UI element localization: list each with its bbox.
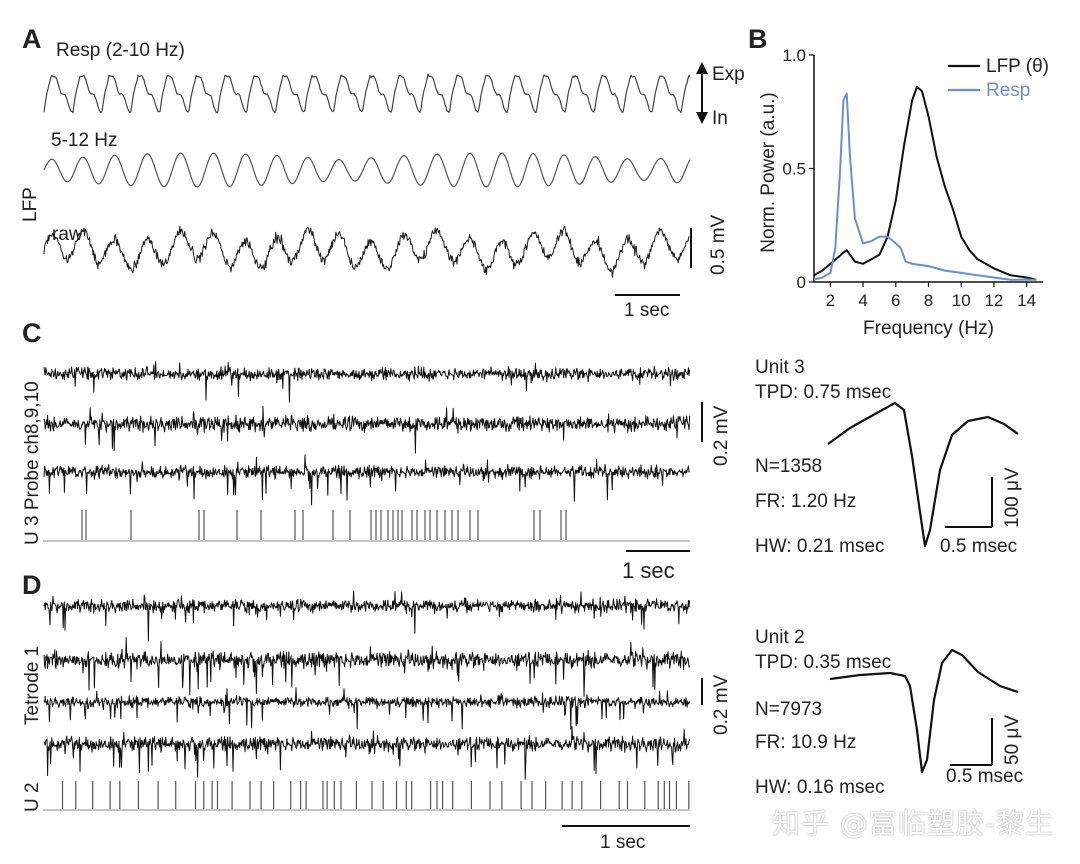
legend-label: Resp: [986, 80, 1030, 101]
unit-title: Unit 3: [755, 357, 805, 378]
unit-2-spike-raster: [61, 781, 690, 809]
exp-label: Exp: [712, 64, 745, 85]
firing-rate: FR: 10.9 Hz: [755, 732, 856, 753]
arrow-up-icon: [696, 62, 708, 74]
in-label: In: [712, 108, 728, 129]
unit-title: Unit 2: [755, 627, 805, 648]
tetrode-channel-trace: [43, 637, 691, 697]
unit-row-label: U 2: [22, 782, 43, 812]
tpd-value: TPD: 0.75 msec: [755, 382, 891, 403]
x-tick-label: 6: [891, 291, 900, 310]
panel-a: A Resp (2-10 Hz) Exp In 5-12 Hz LFP raw …: [20, 24, 745, 321]
x-tick-label: 4: [858, 291, 867, 310]
time-scale-label: 1 sec: [624, 300, 669, 321]
voltage-scale-label: 0.2 mV: [711, 405, 732, 466]
unit-2-waveform: [829, 648, 1019, 774]
voltage-scale-label: 0.2 mV: [711, 674, 732, 735]
tpd-value: TPD: 0.35 msec: [755, 652, 891, 673]
panel-b: B 2 4 6 8 10 12 14 0 0.5 1.0 Frequency (Hz) Norm. P…: [748, 24, 1049, 339]
lfp-spectrum-line: [813, 85, 1037, 281]
half-width: HW: 0.21 msec: [755, 536, 885, 557]
waveform-voltage-label: 100 μV: [1002, 467, 1023, 528]
half-width: HW: 0.16 msec: [755, 777, 885, 798]
lfp-label: LFP: [20, 187, 41, 222]
tetrode-label: Tetrode 1: [22, 646, 43, 725]
waveform-voltage-label: 50 μV: [1002, 715, 1023, 765]
firing-rate: FR: 1.20 Hz: [755, 491, 856, 512]
x-tick-label: 2: [826, 291, 835, 310]
probe-channel-trace: [43, 361, 691, 403]
resp-trace-label: Resp (2-10 Hz): [56, 40, 185, 61]
x-tick-label: 12: [984, 291, 1003, 310]
spike-count: N=7973: [755, 699, 822, 720]
panel-b-letter: B: [748, 24, 768, 54]
unit-3-waveform: [827, 401, 1019, 548]
probe-channel-trace: [43, 454, 690, 506]
x-tick-label: 10: [952, 291, 971, 310]
power-spectrum-chart: 2 4 6 8 10 12 14 0 0.5 1.0 Frequency (Hz) Norm. Pow…: [758, 46, 1049, 339]
filtered-lfp-label: 5-12 Hz: [51, 130, 118, 151]
time-scale-label: 1 sec: [600, 832, 645, 853]
lfp-raw-trace: [43, 225, 690, 278]
panel-d: D Tetrode 1 U 2 0.2 mV 1 sec Unit 2 TPD:…: [22, 570, 1023, 853]
unit-3-spike-raster: [81, 510, 567, 540]
lfp-filtered-trace: [43, 152, 691, 188]
panel-a-letter: A: [22, 24, 42, 54]
panel-d-letter: D: [22, 570, 42, 600]
x-tick-label: 14: [1017, 291, 1036, 310]
y-tick-label: 0: [797, 273, 806, 292]
x-tick-label: 8: [924, 291, 933, 310]
raw-lfp-label: raw: [52, 224, 83, 245]
tetrode-channel-trace: [43, 590, 691, 642]
y-axis-label: Norm. Power (a.u.): [758, 92, 779, 252]
probe-channel-trace: [43, 406, 691, 454]
exp-in-arrow: [696, 62, 708, 124]
arrow-down-icon: [696, 112, 708, 124]
probe-channel-label: U 3 Probe ch8,9,10: [22, 381, 43, 545]
panel-c: C U 3 Probe ch8,9,10 0.2 mV 1 sec Unit 3…: [22, 318, 1023, 583]
spike-count: N=1358: [755, 456, 822, 477]
tetrode-channel-trace: [43, 687, 691, 730]
waveform-time-label: 0.5 msec: [946, 766, 1023, 787]
watermark: 知乎 @富临塑胶-黎生: [771, 807, 1054, 840]
tetrode-channel-trace: [43, 726, 691, 780]
time-scale-label: 1 sec: [622, 558, 675, 583]
waveform-time-label: 0.5 msec: [940, 536, 1017, 557]
resp-spectrum-line: [813, 92, 1037, 281]
legend-label: LFP (θ): [986, 56, 1049, 77]
panel-c-letter: C: [22, 318, 42, 348]
y-tick-label: 0.5: [782, 160, 806, 179]
respiration-trace: [43, 73, 691, 114]
x-axis-label: Frequency (Hz): [863, 318, 994, 339]
voltage-scale-label: 0.5 mV: [708, 214, 729, 275]
y-tick-label: 1.0: [782, 46, 806, 65]
